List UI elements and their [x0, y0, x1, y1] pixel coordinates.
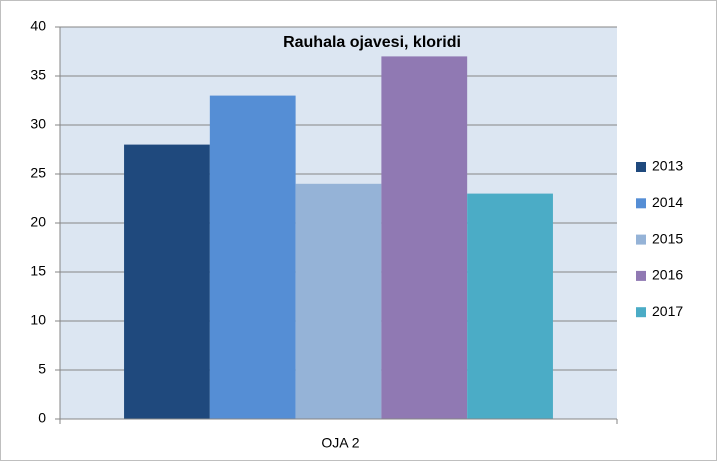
legend-swatch — [636, 198, 646, 209]
y-tick-label: 10 — [30, 312, 46, 328]
y-tick-label: 30 — [30, 116, 46, 132]
legend-label: 2016 — [652, 267, 683, 283]
legend-label: 2015 — [652, 230, 683, 246]
y-tick-label: 20 — [30, 214, 46, 230]
bar — [209, 95, 296, 419]
y-tick-label: 0 — [38, 410, 46, 426]
chart-title: Rauhala ojavesi, kloridi — [283, 34, 461, 51]
y-tick-label: 25 — [30, 165, 46, 181]
bars — [124, 56, 553, 420]
legend-swatch — [636, 234, 646, 245]
y-tick-label: 35 — [30, 67, 46, 83]
legend-swatch — [636, 270, 646, 281]
y-tick-label: 15 — [30, 263, 46, 279]
y-tick-label: 5 — [38, 361, 46, 377]
bar — [124, 144, 210, 419]
legend-swatch — [636, 162, 646, 172]
x-tick-label: OJA 2 — [321, 435, 359, 451]
legend-label: 2014 — [652, 194, 683, 210]
bar — [381, 56, 468, 420]
legend-label: 2017 — [652, 303, 683, 319]
y-tick-label: 40 — [30, 18, 46, 34]
legend-label: 2013 — [652, 158, 683, 174]
bar — [467, 193, 553, 419]
legend-swatch — [636, 307, 646, 318]
bar — [295, 183, 382, 419]
